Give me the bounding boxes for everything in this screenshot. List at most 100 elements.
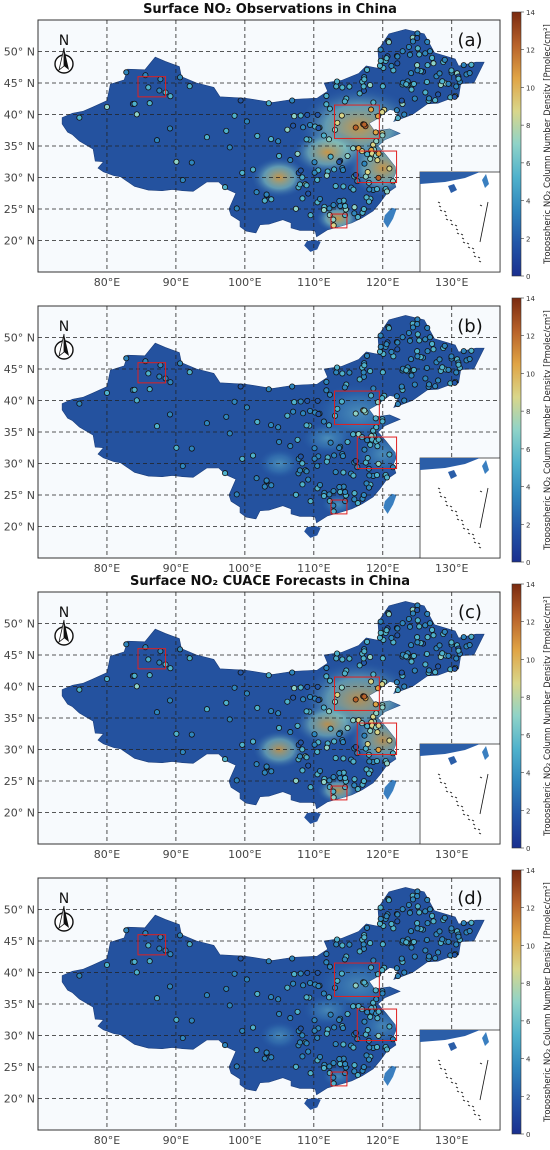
station-marker xyxy=(179,177,186,184)
station-marker xyxy=(375,436,382,443)
station-marker xyxy=(166,125,173,132)
station-marker xyxy=(237,97,244,104)
station-marker xyxy=(103,389,110,396)
station-marker xyxy=(326,205,333,212)
station-marker xyxy=(393,965,400,972)
station-markers xyxy=(76,316,475,515)
station-marker xyxy=(327,1011,334,1018)
station-marker xyxy=(317,767,324,774)
station-marker xyxy=(383,913,390,920)
station-marker xyxy=(317,481,324,488)
station-marker xyxy=(284,126,291,133)
station-marker xyxy=(157,934,164,941)
station-marker xyxy=(342,1061,349,1068)
station-marker xyxy=(332,126,339,133)
station-marker xyxy=(379,967,386,974)
station-marker xyxy=(364,352,371,359)
station-marker xyxy=(394,339,401,346)
station-marker xyxy=(451,93,458,100)
station-marker xyxy=(299,1053,306,1060)
lat-tick-label: 45° N xyxy=(4,363,35,376)
station-marker xyxy=(327,725,334,732)
colorbar-tick-label: 10 xyxy=(526,942,535,950)
station-marker xyxy=(366,1044,373,1051)
station-marker xyxy=(243,404,250,411)
station-marker xyxy=(226,716,233,723)
station-marker xyxy=(133,969,140,976)
station-marker xyxy=(303,468,310,475)
station-marker xyxy=(401,397,408,404)
station-marker xyxy=(364,723,371,730)
colorbar-tick-label: 0 xyxy=(526,559,530,567)
station-marker xyxy=(376,62,383,69)
station-marker xyxy=(333,83,340,90)
station-marker xyxy=(297,684,304,691)
station-marker xyxy=(411,953,418,960)
station-marker xyxy=(361,76,368,83)
station-marker xyxy=(414,634,421,641)
lon-tick-label: 80°E xyxy=(94,1134,120,1146)
station-marker xyxy=(350,472,357,479)
station-marker xyxy=(367,654,374,661)
lat-tick-label: 45° N xyxy=(4,77,35,90)
station-marker xyxy=(263,191,270,198)
station-marker xyxy=(297,167,304,174)
station-marker xyxy=(296,753,303,760)
station-marker xyxy=(350,186,357,193)
station-marker xyxy=(323,959,330,966)
station-marker xyxy=(290,694,297,701)
station-marker xyxy=(203,706,210,713)
station-marker xyxy=(408,372,415,379)
south-china-sea-inset xyxy=(419,743,501,845)
lon-tick-label: 120°E xyxy=(366,276,399,288)
station-marker xyxy=(307,498,314,505)
station-marker xyxy=(268,422,275,429)
station-marker xyxy=(167,379,174,386)
station-marker xyxy=(403,81,410,88)
station-marker xyxy=(299,481,306,488)
colorbar-tick-label: 14 xyxy=(526,9,535,17)
colorbar: 14 12 10 8 6 4 2 0 Tropospheric NO₂ Column Numbe… xyxy=(511,9,550,281)
lat-tick-label: 45° N xyxy=(4,935,35,948)
station-marker xyxy=(275,138,282,145)
station-marker xyxy=(430,918,437,925)
lat-tick-label: 40° N xyxy=(4,395,35,408)
station-marker xyxy=(188,159,195,166)
lat-tick-label: 30° N xyxy=(4,172,35,185)
station-marker xyxy=(451,665,458,672)
south-china-sea-inset xyxy=(419,457,501,559)
station-marker xyxy=(223,127,230,134)
station-marker xyxy=(414,617,421,624)
station-marker xyxy=(177,74,184,81)
station-marker xyxy=(374,157,381,164)
station-marker xyxy=(336,198,343,205)
region-boxes xyxy=(137,648,398,801)
station-marker xyxy=(383,760,390,767)
station-marker xyxy=(441,628,448,635)
station-marker xyxy=(276,152,283,159)
colorbar-tick-label: 12 xyxy=(526,333,535,341)
station-marker xyxy=(314,683,321,690)
station-marker xyxy=(223,985,230,992)
station-marker xyxy=(314,176,321,183)
station-marker xyxy=(177,646,184,653)
station-marker xyxy=(401,683,408,690)
lat-tick-label: 20° N xyxy=(4,1093,35,1106)
station-marker xyxy=(250,738,257,745)
station-marker xyxy=(453,941,460,948)
station-marker xyxy=(287,157,294,164)
station-marker xyxy=(401,969,408,976)
colorbar: 14 12 10 8 6 4 2 0 Tropospheric NO₂ Column Numbe… xyxy=(511,581,550,853)
station-marker xyxy=(427,48,434,55)
station-marker xyxy=(386,451,393,458)
station-marker xyxy=(394,346,401,353)
station-marker xyxy=(287,443,294,450)
station-marker xyxy=(385,325,392,332)
station-marker xyxy=(243,976,250,983)
station-marker xyxy=(157,648,164,655)
station-marker xyxy=(455,75,462,82)
map-panel-b: 50° N 45° N 40° N 35° N 30° N 25° N 20° N 80°E 9… xyxy=(0,288,550,575)
station-marker xyxy=(311,159,318,166)
station-marker xyxy=(430,632,437,639)
region-box xyxy=(356,150,398,184)
